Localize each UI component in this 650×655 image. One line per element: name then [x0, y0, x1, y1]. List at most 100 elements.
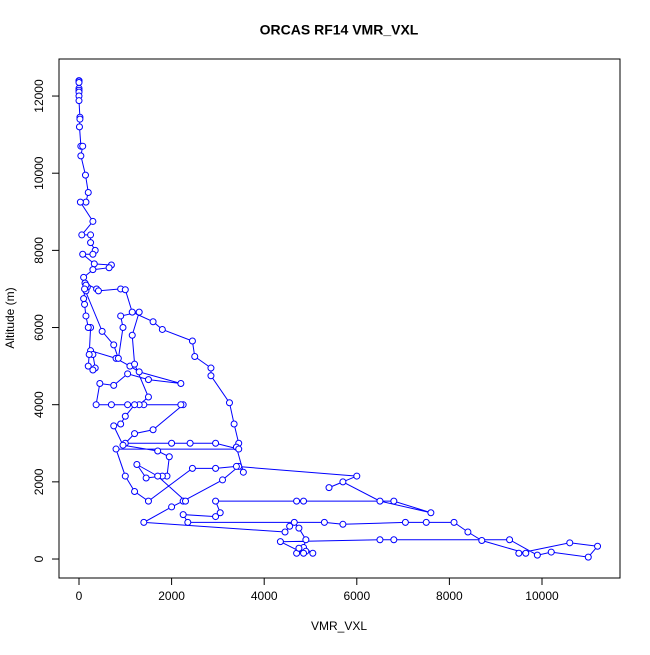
data-point — [80, 295, 88, 303]
data-point — [124, 370, 132, 378]
data-point — [149, 318, 157, 326]
y-tick-label: 12000 — [32, 79, 46, 113]
data-point — [320, 518, 328, 526]
data-point — [81, 171, 89, 179]
data-point — [181, 497, 189, 505]
data-point — [80, 273, 88, 281]
data-point — [140, 518, 148, 526]
data-point — [154, 472, 162, 480]
data-point — [478, 536, 486, 544]
data-point — [110, 381, 118, 389]
data-point — [191, 352, 199, 360]
data-point — [135, 368, 143, 376]
data-point — [232, 462, 240, 470]
data-point — [117, 312, 125, 320]
data-point — [212, 497, 220, 505]
data-point — [515, 549, 523, 557]
data-point — [309, 549, 317, 557]
data-point — [165, 453, 173, 461]
data-point — [207, 372, 215, 380]
data-point — [81, 285, 89, 293]
data-point — [295, 524, 303, 532]
data-point — [121, 286, 129, 294]
data-point — [427, 509, 435, 517]
data-point — [300, 549, 308, 557]
data-point — [186, 439, 194, 447]
data-point — [235, 445, 243, 453]
data-point — [390, 497, 398, 505]
data-point — [94, 287, 102, 295]
data-point — [89, 217, 97, 225]
data-point — [450, 518, 458, 526]
data-point — [85, 351, 93, 359]
data-point — [121, 472, 129, 480]
x-tick-label: 8000 — [436, 589, 463, 603]
data-point — [128, 331, 136, 339]
data-point — [216, 509, 224, 517]
x-tick-label: 10000 — [525, 589, 559, 603]
data-point — [131, 430, 139, 438]
data-point — [124, 401, 132, 409]
data-point — [75, 97, 83, 105]
data-point — [302, 536, 310, 544]
data-point — [81, 300, 89, 308]
data-point — [547, 548, 555, 556]
x-axis-label: VMR_VXL — [311, 619, 367, 633]
y-tick-label: 8000 — [32, 237, 46, 264]
y-axis-label: Altitude (m) — [3, 287, 17, 348]
data-point — [75, 79, 83, 87]
data-point — [98, 327, 106, 335]
data-point — [110, 341, 118, 349]
data-point — [87, 231, 95, 239]
data-point — [158, 325, 166, 333]
data-point — [90, 260, 98, 268]
data-point — [188, 464, 196, 472]
data-point — [149, 426, 157, 434]
data-point — [78, 231, 86, 239]
data-point — [89, 250, 97, 258]
data-point — [76, 115, 84, 123]
data-point — [131, 401, 139, 409]
y-tick-label: 0 — [32, 555, 46, 562]
data-point — [128, 308, 136, 316]
data-point — [533, 551, 541, 559]
data-point — [286, 522, 294, 530]
data-point — [207, 364, 215, 372]
data-point — [168, 439, 176, 447]
data-point — [131, 488, 139, 495]
data-point — [89, 266, 97, 274]
data-point — [142, 474, 150, 482]
data-point — [339, 520, 347, 528]
data-point — [188, 337, 196, 345]
data-point — [376, 497, 384, 505]
data-point — [300, 497, 308, 505]
data-point — [84, 188, 92, 196]
data-point — [212, 464, 220, 472]
data-point — [133, 460, 141, 468]
data-point — [168, 503, 176, 511]
data-point — [87, 239, 95, 247]
data-point — [390, 536, 398, 544]
data-point — [276, 538, 284, 546]
data-point — [77, 152, 85, 160]
data-point — [594, 542, 602, 550]
data-point — [82, 312, 90, 320]
data-point — [290, 518, 298, 526]
data-point — [584, 553, 592, 561]
data-point — [112, 445, 120, 453]
data-point — [89, 366, 97, 374]
data-point — [144, 497, 152, 505]
data-point — [325, 484, 333, 492]
data-point — [295, 544, 303, 552]
x-tick-label: 4000 — [251, 589, 278, 603]
data-point — [506, 536, 514, 544]
data-point — [239, 468, 247, 476]
y-tick-label: 6000 — [32, 314, 46, 341]
data-point — [75, 123, 83, 131]
data-point — [177, 401, 185, 409]
x-tick-label: 6000 — [343, 589, 370, 603]
data-point — [79, 250, 87, 258]
data-point — [230, 420, 238, 428]
data-point — [121, 412, 129, 420]
